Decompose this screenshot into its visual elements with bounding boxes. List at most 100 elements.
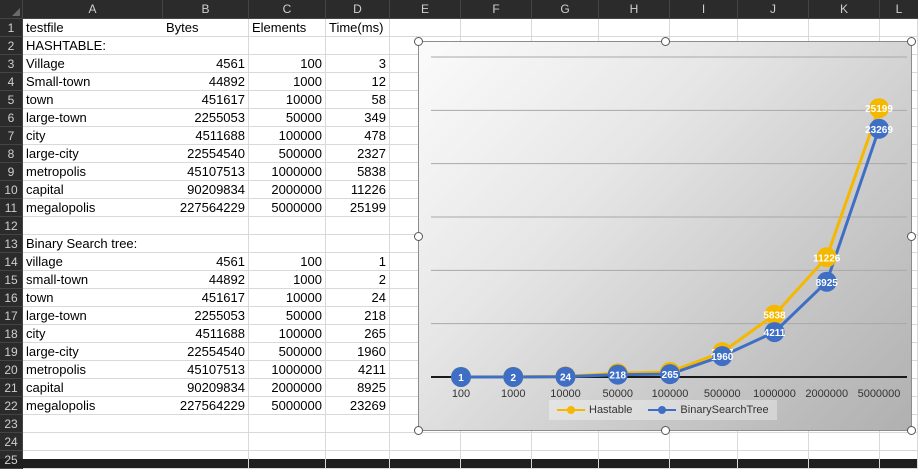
cell-d[interactable]: 23269: [326, 397, 390, 415]
cell-a[interactable]: capital: [23, 181, 163, 199]
cell-d[interactable]: Time(ms): [326, 19, 390, 37]
cell-b[interactable]: 90209834: [163, 181, 249, 199]
cell-d[interactable]: 2327: [326, 145, 390, 163]
empty-cell[interactable]: [880, 451, 918, 469]
cell-c[interactable]: [249, 433, 326, 451]
column-header-b[interactable]: B: [163, 0, 249, 18]
cell-d[interactable]: 478: [326, 127, 390, 145]
row-header[interactable]: 16: [0, 289, 22, 307]
cell-c[interactable]: 100: [249, 55, 326, 73]
cell-a[interactable]: [23, 415, 163, 433]
row-header[interactable]: 10: [0, 181, 22, 199]
cell-c[interactable]: [249, 451, 326, 469]
empty-cell[interactable]: [670, 19, 738, 37]
empty-cell[interactable]: [809, 19, 880, 37]
empty-cell[interactable]: [738, 433, 809, 451]
cell-b[interactable]: [163, 451, 249, 469]
column-header-h[interactable]: H: [599, 0, 670, 18]
empty-cell[interactable]: [880, 433, 918, 451]
cell-b[interactable]: [163, 433, 249, 451]
cell-d[interactable]: [326, 433, 390, 451]
cell-b[interactable]: 22554540: [163, 343, 249, 361]
row-header[interactable]: 5: [0, 91, 22, 109]
empty-cell[interactable]: [670, 433, 738, 451]
cell-d[interactable]: [326, 37, 390, 55]
cell-c[interactable]: [249, 217, 326, 235]
cell-a[interactable]: large-city: [23, 343, 163, 361]
column-header-d[interactable]: D: [326, 0, 390, 18]
cell-c[interactable]: 1000: [249, 271, 326, 289]
row-header[interactable]: 17: [0, 307, 22, 325]
column-header-f[interactable]: F: [461, 0, 532, 18]
cell-a[interactable]: town: [23, 289, 163, 307]
row-header[interactable]: 12: [0, 217, 22, 235]
cell-d[interactable]: [326, 451, 390, 469]
cell-b[interactable]: 44892: [163, 73, 249, 91]
cell-b[interactable]: [163, 415, 249, 433]
empty-cell[interactable]: [532, 19, 599, 37]
row-header[interactable]: 6: [0, 109, 22, 127]
cell-b[interactable]: 90209834: [163, 379, 249, 397]
row-header[interactable]: 20: [0, 361, 22, 379]
column-header-i[interactable]: I: [670, 0, 738, 18]
resize-handle-middle-left[interactable]: [414, 232, 423, 241]
row-header[interactable]: 13: [0, 235, 22, 253]
row-header[interactable]: 8: [0, 145, 22, 163]
cell-a[interactable]: small-town: [23, 271, 163, 289]
cell-b[interactable]: 44892: [163, 271, 249, 289]
column-header-l[interactable]: L: [895, 2, 903, 16]
cell-c[interactable]: 100: [249, 253, 326, 271]
cell-c[interactable]: 5000000: [249, 199, 326, 217]
cell-c[interactable]: 50000: [249, 109, 326, 127]
cell-c[interactable]: [249, 235, 326, 253]
cell-a[interactable]: Small-town: [23, 73, 163, 91]
cell-c[interactable]: 100000: [249, 127, 326, 145]
row-header[interactable]: 23: [0, 415, 22, 433]
cell-b[interactable]: 4511688: [163, 325, 249, 343]
cell-b[interactable]: 2255053: [163, 109, 249, 127]
row-header[interactable]: 4: [0, 73, 22, 91]
cell-a[interactable]: megalopolis: [23, 199, 163, 217]
column-header-e[interactable]: E: [390, 0, 461, 18]
cell-a[interactable]: large-town: [23, 109, 163, 127]
cell-a[interactable]: metropolis: [23, 163, 163, 181]
row-header[interactable]: 11: [0, 199, 22, 217]
cell-a[interactable]: large-town: [23, 307, 163, 325]
cell-a[interactable]: city: [23, 325, 163, 343]
resize-handle-middle-right[interactable]: [907, 232, 916, 241]
cell-b[interactable]: [163, 235, 249, 253]
cell-c[interactable]: 50000: [249, 307, 326, 325]
cell-d[interactable]: 12: [326, 73, 390, 91]
resize-handle-bottom-center[interactable]: [661, 426, 670, 435]
cell-b[interactable]: 451617: [163, 91, 249, 109]
cell-d[interactable]: 1960: [326, 343, 390, 361]
cell-c[interactable]: 100000: [249, 325, 326, 343]
empty-cell[interactable]: [390, 19, 461, 37]
cell-d[interactable]: 8925: [326, 379, 390, 397]
cell-d[interactable]: 4211: [326, 361, 390, 379]
row-header[interactable]: 22: [0, 397, 22, 415]
row-header[interactable]: 15: [0, 271, 22, 289]
row-header[interactable]: 1: [0, 19, 22, 37]
cell-c[interactable]: 1000: [249, 73, 326, 91]
empty-cell[interactable]: [532, 433, 599, 451]
cell-c[interactable]: 500000: [249, 145, 326, 163]
row-header[interactable]: 25: [0, 451, 22, 469]
cell-b[interactable]: 4561: [163, 253, 249, 271]
cell-d[interactable]: 25199: [326, 199, 390, 217]
cell-c[interactable]: Elements: [249, 19, 326, 37]
cell-a[interactable]: capital: [23, 379, 163, 397]
cell-b[interactable]: Bytes: [163, 19, 249, 37]
cell-c[interactable]: 500000: [249, 343, 326, 361]
select-all-button[interactable]: [0, 0, 23, 18]
row-header[interactable]: 9: [0, 163, 22, 181]
empty-cell[interactable]: [809, 451, 880, 469]
cell-d[interactable]: [326, 235, 390, 253]
empty-cell[interactable]: [599, 433, 670, 451]
cell-c[interactable]: [249, 37, 326, 55]
cell-b[interactable]: 451617: [163, 289, 249, 307]
row-header[interactable]: 19: [0, 343, 22, 361]
cell-d[interactable]: 218: [326, 307, 390, 325]
cell-c[interactable]: 10000: [249, 91, 326, 109]
row-header[interactable]: 18: [0, 325, 22, 343]
